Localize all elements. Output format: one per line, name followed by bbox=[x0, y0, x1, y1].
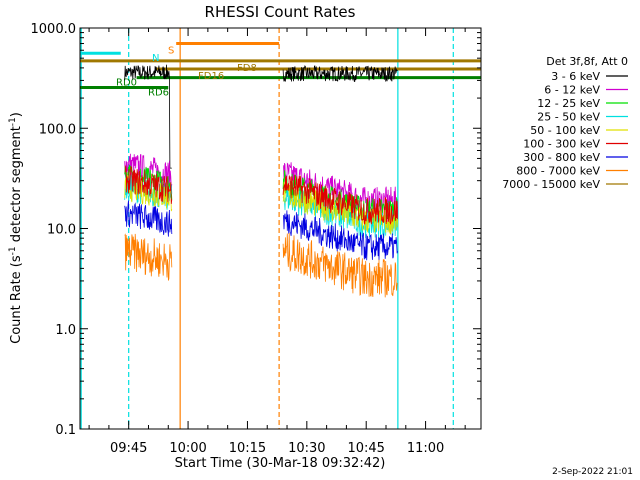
legend-label-6: 300 - 800 keV bbox=[523, 151, 600, 164]
series-5 bbox=[124, 165, 398, 225]
series-7 bbox=[124, 232, 398, 298]
y-label-end: ) bbox=[9, 112, 24, 117]
legend-label-3: 25 - 50 keV bbox=[537, 111, 600, 124]
state-label-rd6: RD6 bbox=[148, 87, 169, 98]
y-tick-label-0.1: 0.1 bbox=[55, 423, 76, 438]
y-axis-label: Count Rate (s-1 detector segment-1) bbox=[8, 112, 24, 344]
legend-label-2: 12 - 25 keV bbox=[537, 97, 600, 110]
legend-label-7: 800 - 7000 keV bbox=[516, 165, 600, 178]
y-tick-label-1.0: 1.0 bbox=[55, 323, 76, 338]
legend-label-5: 100 - 300 keV bbox=[523, 138, 600, 151]
y-axis: 0.1 1.0 10.0 100.0 1000.0 bbox=[31, 22, 481, 438]
series-0-segment-1 bbox=[282, 65, 398, 82]
state-label-fd8: FD8 bbox=[237, 63, 257, 74]
x-tick-label-10:30: 10:30 bbox=[288, 441, 325, 456]
series-6-segment-0 bbox=[124, 200, 173, 237]
y-label-main: Count Rate (s bbox=[9, 255, 24, 344]
plot-area: NS FD8 FD16 RD0 RD6 bbox=[80, 28, 481, 429]
y-tick-label-1000.0: 1000.0 bbox=[31, 22, 77, 37]
series-4-segment-1 bbox=[282, 180, 398, 235]
series-5-segment-1 bbox=[282, 174, 398, 225]
x-tick-label-10:45: 10:45 bbox=[347, 441, 384, 456]
state-label-fd16: FD16 bbox=[198, 71, 224, 82]
x-tick-label-10:00: 10:00 bbox=[169, 441, 206, 456]
y-label-sup1: -1 bbox=[8, 246, 18, 255]
x-tick-label-09:45: 09:45 bbox=[110, 441, 147, 456]
series-0 bbox=[124, 64, 398, 169]
series-6 bbox=[124, 200, 398, 261]
y-label-sup2: -1 bbox=[8, 117, 18, 126]
y-tick-label-10.0: 10.0 bbox=[47, 223, 76, 238]
x-tick-label-11:00: 11:00 bbox=[407, 441, 444, 456]
series-7-segment-0 bbox=[124, 233, 173, 281]
x-axis-label: Start Time (30-Mar-18 09:32:42) bbox=[175, 456, 386, 471]
legend-label-0: 3 - 6 keV bbox=[551, 70, 600, 83]
legend-label-8: 7000 - 15000 keV bbox=[502, 178, 600, 191]
legend-header: Det 3f,8f, Att 0 bbox=[546, 55, 628, 68]
series-5-segment-0 bbox=[124, 165, 173, 204]
y-label-mid: detector segment bbox=[9, 126, 24, 246]
x-axis: 09:45 10:00 10:15 10:30 10:45 11:00 bbox=[88, 28, 466, 456]
state-label-n: N bbox=[152, 53, 159, 64]
state-label-rd0: RD0 bbox=[116, 78, 137, 89]
series-7-segment-1 bbox=[282, 232, 398, 298]
footer-date: 2-Sep-2022 21:01 bbox=[552, 467, 633, 477]
legend-label-4: 50 - 100 keV bbox=[530, 124, 600, 137]
x-tick-label-10:15: 10:15 bbox=[229, 441, 266, 456]
state-label-s: S bbox=[168, 46, 174, 57]
chart-title: RHESSI Count Rates bbox=[205, 3, 356, 21]
y-tick-label-100.0: 100.0 bbox=[39, 122, 76, 137]
series-0-segment-0 bbox=[124, 64, 172, 169]
series-6-segment-1 bbox=[282, 210, 398, 261]
legend-label-1: 6 - 12 keV bbox=[544, 84, 600, 97]
